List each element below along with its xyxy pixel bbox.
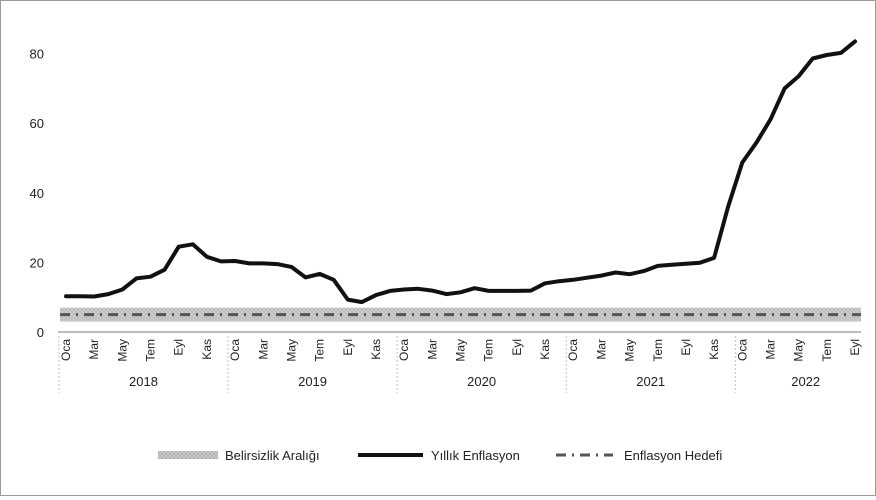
x-month-tick-label: Mar bbox=[763, 339, 777, 360]
x-month-tick-label: Mar bbox=[425, 339, 439, 360]
y-tick-label: 80 bbox=[30, 47, 44, 62]
x-month-tick-label: Tem bbox=[651, 339, 665, 362]
x-month-tick-label: Eyl bbox=[679, 339, 693, 356]
x-month-tick-label: May bbox=[454, 339, 468, 362]
x-month-tick-label: Mar bbox=[87, 339, 101, 360]
y-tick-label: 20 bbox=[30, 255, 44, 270]
x-month-tick-label: Kas bbox=[369, 339, 383, 360]
x-month-tick-label: Oca bbox=[228, 339, 242, 361]
x-month-tick-label: Tem bbox=[820, 339, 834, 362]
x-year-label: 2018 bbox=[129, 374, 158, 389]
x-month-tick-label: Oca bbox=[59, 339, 73, 361]
y-tick-label: 0 bbox=[37, 325, 44, 340]
legend: Belirsizlik Aralığı Yıllık Enflasyon Enfla… bbox=[158, 448, 722, 463]
x-month-tick-label: Eyl bbox=[510, 339, 524, 356]
x-month-tick-label: Oca bbox=[397, 339, 411, 361]
x-year-label: 2021 bbox=[636, 374, 665, 389]
legend-label-band: Belirsizlik Aralığı bbox=[225, 448, 320, 463]
legend-label-target: Enflasyon Hedefi bbox=[624, 448, 722, 463]
plot-area: 0 20 40 60 80 Oca Mar May Tem Eyl Kas Oca Mar May Tem E… bbox=[30, 39, 862, 393]
legend-swatch-band bbox=[158, 451, 218, 459]
y-tick-label: 60 bbox=[30, 116, 44, 131]
x-year-label: 2022 bbox=[791, 374, 820, 389]
annual-inflation-line bbox=[64, 39, 857, 305]
x-month-tick-label: May bbox=[284, 339, 298, 362]
x-month-tick-label: Mar bbox=[594, 339, 608, 360]
x-month-tick-label: Mar bbox=[256, 339, 270, 360]
x-month-tick-label: Oca bbox=[566, 339, 580, 361]
x-month-tick-label: Oca bbox=[735, 339, 749, 361]
x-month-tick-label: Eyl bbox=[172, 339, 186, 356]
x-year-label: 2019 bbox=[298, 374, 327, 389]
x-month-tick-label: Tem bbox=[144, 339, 158, 362]
y-tick-label: 40 bbox=[30, 186, 44, 201]
x-month-tick-label: Tem bbox=[482, 339, 496, 362]
x-month-tick-label: Tem bbox=[313, 339, 327, 362]
x-year-label: 2020 bbox=[467, 374, 496, 389]
x-month-tick-label: Kas bbox=[200, 339, 214, 360]
x-month-tick-label: Kas bbox=[707, 339, 721, 360]
x-month-tick-label: Eyl bbox=[341, 339, 355, 356]
legend-label-line: Yıllık Enflasyon bbox=[431, 448, 520, 463]
x-month-tick-label: May bbox=[115, 339, 129, 362]
x-month-tick-label: May bbox=[792, 339, 806, 362]
x-month-tick-label: Eyl bbox=[848, 339, 862, 356]
x-month-tick-label: May bbox=[623, 339, 637, 362]
x-month-tick-label: Kas bbox=[538, 339, 552, 360]
